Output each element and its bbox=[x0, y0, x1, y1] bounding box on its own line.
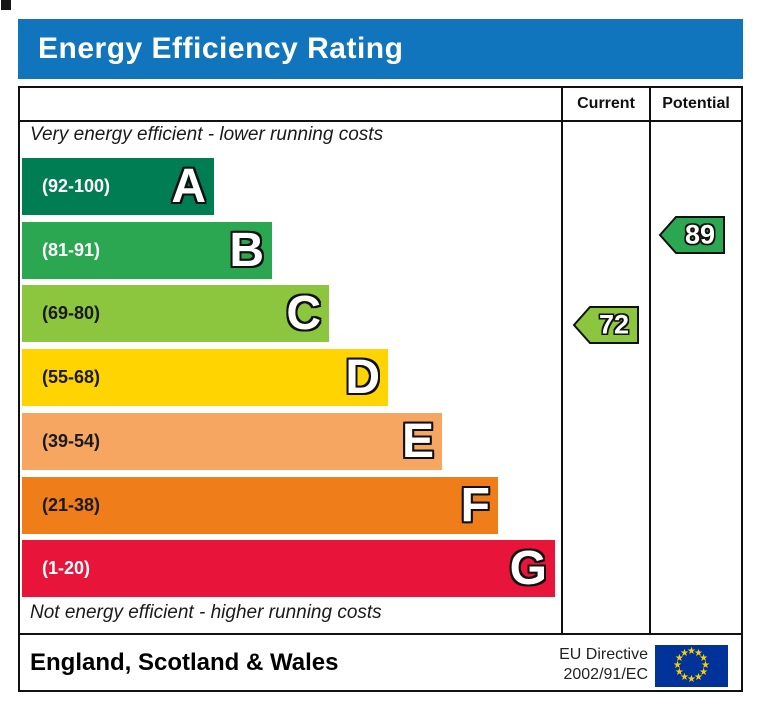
eu-flag-star: ★ bbox=[694, 647, 703, 659]
eu-flag-star: ★ bbox=[687, 674, 696, 685]
eu-flag-star: ★ bbox=[674, 667, 684, 678]
current-rating-arrow: 72 bbox=[572, 305, 640, 345]
eu-flag-star: ★ bbox=[680, 672, 689, 684]
top-note: Very energy efficient - lower running co… bbox=[30, 124, 384, 145]
footer-divider bbox=[20, 633, 741, 635]
band-e-letter: E bbox=[401, 414, 434, 468]
eu-flag-star: ★ bbox=[673, 660, 682, 671]
potential-rating-value: 89 bbox=[684, 219, 716, 250]
band-d: (55-68) D bbox=[22, 349, 388, 406]
band-e-range: (39-54) bbox=[42, 431, 101, 451]
band-f: (21-38) F bbox=[22, 477, 498, 534]
potential-rating-arrow: 89 bbox=[658, 215, 726, 255]
band-b: (81-91) B bbox=[22, 222, 272, 279]
current-rating-value: 72 bbox=[598, 309, 630, 340]
eu-flag-star: ★ bbox=[680, 647, 689, 659]
potential-column-divider bbox=[649, 88, 651, 635]
current-column-divider bbox=[561, 88, 563, 635]
band-c-letter: C bbox=[286, 286, 321, 340]
band-a: (92-100) A bbox=[22, 158, 214, 215]
region-label: England, Scotland & Wales bbox=[30, 649, 339, 676]
band-a-letter: A bbox=[171, 159, 206, 213]
potential-column-header: Potential bbox=[662, 95, 730, 112]
corner-artifact bbox=[1, 0, 11, 10]
eu-flag-star: ★ bbox=[699, 653, 709, 664]
eu-flag: ★ ★ ★ ★ ★ ★ ★ ★ ★ ★ ★ ★ bbox=[655, 645, 728, 687]
bottom-note: Not energy efficient - higher running co… bbox=[30, 602, 382, 623]
band-f-range: (21-38) bbox=[42, 495, 101, 515]
rating-table: Current Potential Very energy efficient … bbox=[18, 86, 743, 692]
band-g-letter: G bbox=[509, 541, 547, 595]
eu-flag-star: ★ bbox=[699, 667, 709, 678]
band-d-range: (55-68) bbox=[42, 367, 101, 387]
potential-arrow-shape bbox=[658, 216, 725, 254]
band-b-range: (81-91) bbox=[42, 240, 101, 260]
current-arrow-shape bbox=[572, 306, 639, 344]
page-title: Energy Efficiency Rating bbox=[38, 32, 404, 65]
band-c-range: (69-80) bbox=[42, 303, 101, 323]
eu-flag-star: ★ bbox=[694, 672, 703, 684]
title-bar: Energy Efficiency Rating bbox=[18, 19, 743, 79]
band-a-range: (92-100) bbox=[42, 176, 111, 196]
band-g: (1-20) G bbox=[22, 540, 555, 597]
eu-directive-line2: 2002/91/EC bbox=[563, 666, 648, 683]
band-c: (69-80) C bbox=[22, 285, 329, 342]
band-e: (39-54) E bbox=[22, 413, 442, 470]
eu-flag-star: ★ bbox=[701, 660, 710, 671]
header-divider bbox=[20, 120, 741, 122]
eu-directive-label: EU Directive 2002/91/EC bbox=[470, 645, 648, 685]
band-b-letter: B bbox=[229, 223, 264, 277]
eu-flag-star: ★ bbox=[687, 646, 696, 657]
eu-directive-line1: EU Directive bbox=[559, 646, 648, 663]
band-f-letter: F bbox=[460, 478, 490, 532]
current-column-header: Current bbox=[577, 95, 635, 112]
band-g-range: (1-20) bbox=[42, 558, 91, 578]
band-d-letter: D bbox=[345, 350, 380, 404]
eu-flag-star: ★ bbox=[674, 653, 684, 664]
